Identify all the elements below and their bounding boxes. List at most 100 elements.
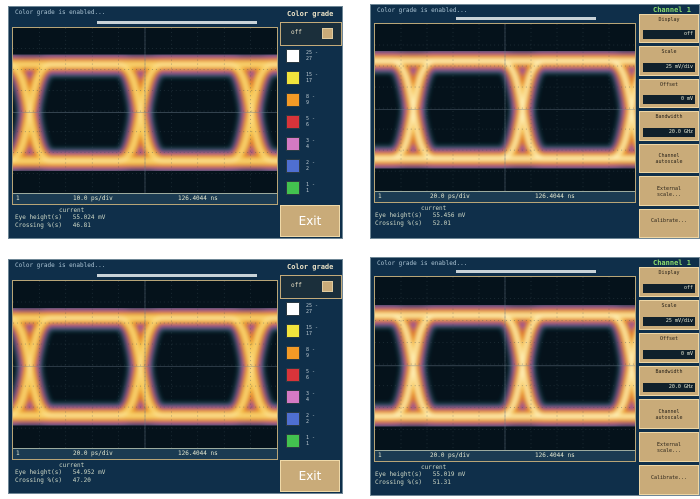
waveform-screen[interactable]: 1 20.0 ps/div 126.4044 ns bbox=[12, 280, 278, 460]
toggle-knob bbox=[322, 281, 333, 292]
status-bar bbox=[97, 274, 257, 277]
timebase-position: 126.4044 ns bbox=[178, 195, 218, 202]
channel-button-value: 0 mV bbox=[643, 95, 695, 105]
measurement-readout: Eye height(s) 55.456 mV Crossing %(s) 52… bbox=[375, 212, 466, 227]
eye-diagram bbox=[13, 281, 277, 450]
channel-button-label: Scale bbox=[661, 303, 677, 309]
channel-button[interactable]: Calibrate... bbox=[639, 208, 699, 238]
channel-button[interactable]: Bandwidth 20.0 GHz bbox=[639, 366, 699, 396]
channel-button[interactable]: Channel autoscale bbox=[639, 399, 699, 429]
exit-button[interactable]: Exit bbox=[280, 460, 340, 492]
channel-button-label: Calibrate... bbox=[650, 475, 688, 481]
channel-button-label: Display bbox=[658, 270, 680, 276]
colour-grade-title: Color grade bbox=[287, 263, 334, 271]
channel-button-label: Channel autoscale bbox=[655, 153, 683, 166]
channel-title: Channel 1 bbox=[653, 259, 691, 267]
channel-button[interactable]: External scale... bbox=[639, 176, 699, 206]
scope-panel-3: Color grade is enabled... 1 20.0 ps/div … bbox=[8, 259, 343, 494]
scope-panel-2: Color grade is enabled... 1 20.0 ps/div … bbox=[370, 4, 700, 239]
channel-button-label: Display bbox=[658, 17, 680, 23]
channel-button[interactable]: Display off bbox=[639, 14, 699, 44]
toggle-value: off bbox=[291, 282, 302, 289]
status-bar bbox=[456, 17, 596, 20]
channel-button[interactable]: Offset 0 mV bbox=[639, 78, 699, 109]
scope-panel-4: Color grade is enabled... 1 20.0 ps/div … bbox=[370, 257, 700, 496]
waveform-screen[interactable]: 1 20.0 ps/div 126.4044 ns bbox=[374, 276, 636, 462]
channel-button-label: Offset bbox=[659, 336, 679, 342]
readout-caption: current bbox=[421, 464, 447, 471]
channel-button[interactable]: External scale... bbox=[639, 432, 699, 462]
channel-button[interactable]: Scale 25 mV/div bbox=[639, 46, 699, 76]
channel-button[interactable]: Scale 25 mV/div bbox=[639, 300, 699, 330]
swatch-range-label: 25 - 27 bbox=[306, 303, 319, 315]
channel-button-label: External scale... bbox=[656, 442, 682, 454]
colour-swatch bbox=[286, 115, 300, 129]
marker-label: 1 bbox=[16, 195, 20, 202]
scope-panel-1: Color grade is enabled... 1 10.0 ps/div … bbox=[8, 6, 343, 239]
timebase-bar: 1 10.0 ps/div 126.4044 ns bbox=[13, 193, 277, 204]
channel-button-label: Bandwidth bbox=[655, 369, 683, 375]
status-message: Color grade is enabled... bbox=[15, 9, 106, 16]
waveform-screen[interactable]: 1 20.0 ps/div 126.4044 ns bbox=[374, 23, 636, 203]
status-message: Color grade is enabled... bbox=[377, 7, 468, 14]
timebase-scale: 10.0 ps/div bbox=[73, 195, 113, 202]
channel-button-value: 20.0 GHz bbox=[643, 383, 695, 392]
swatch-range-label: 3 - 4 bbox=[306, 138, 316, 150]
swatch-range-label: 5 - 6 bbox=[306, 369, 316, 381]
colour-grade-toggle[interactable]: off bbox=[280, 22, 342, 46]
swatch-range-label: 8 - 9 bbox=[306, 347, 316, 359]
waveform-screen[interactable]: 1 10.0 ps/div 126.4044 ns bbox=[12, 27, 278, 205]
colour-swatch bbox=[286, 137, 300, 151]
status-bar bbox=[97, 21, 257, 24]
colour-swatch bbox=[286, 368, 300, 382]
marker-label: 1 bbox=[378, 452, 382, 459]
status-message: Color grade is enabled... bbox=[377, 260, 468, 267]
swatch-range-label: 2 - 2 bbox=[306, 160, 316, 172]
colour-grade-toggle[interactable]: off bbox=[280, 275, 342, 299]
measurement-readout: Eye height(s) 55.024 mV Crossing %(s) 46… bbox=[15, 214, 106, 229]
readout-caption: current bbox=[421, 205, 447, 212]
colour-swatch bbox=[286, 324, 300, 338]
colour-swatch bbox=[286, 93, 300, 107]
measurement-readout: Eye height(s) 54.952 mV Crossing %(s) 47… bbox=[15, 469, 106, 484]
timebase-scale: 20.0 ps/div bbox=[430, 193, 470, 200]
timebase-position: 126.4044 ns bbox=[178, 450, 218, 457]
swatch-range-label: 3 - 4 bbox=[306, 391, 316, 403]
channel-button[interactable]: Channel autoscale bbox=[639, 143, 699, 174]
swatch-range-label: 5 - 6 bbox=[306, 116, 316, 128]
channel-button-label: Scale bbox=[661, 49, 677, 56]
colour-grade-title: Color grade bbox=[287, 10, 334, 18]
channel-button-label: External scale... bbox=[656, 185, 682, 198]
colour-swatch bbox=[286, 434, 300, 448]
timebase-bar: 1 20.0 ps/div 126.4044 ns bbox=[13, 448, 277, 459]
channel-button-label: Offset bbox=[659, 81, 679, 88]
channel-button-label: Bandwidth bbox=[655, 114, 683, 121]
channel-button[interactable]: Bandwidth 20.0 GHz bbox=[639, 111, 699, 141]
channel-button-value: 25 mV/div bbox=[643, 62, 695, 72]
marker-label: 1 bbox=[378, 193, 382, 200]
colour-swatch bbox=[286, 302, 300, 316]
exit-button[interactable]: Exit bbox=[280, 205, 340, 237]
colour-swatch bbox=[286, 412, 300, 426]
channel-button[interactable]: Display off bbox=[639, 267, 699, 297]
swatch-range-label: 15 - 17 bbox=[306, 325, 319, 337]
timebase-position: 126.4044 ns bbox=[535, 452, 575, 459]
channel-button-value: off bbox=[643, 284, 695, 293]
colour-swatch bbox=[286, 390, 300, 404]
channel-button[interactable]: Offset 0 mV bbox=[639, 333, 699, 363]
swatch-range-label: 1 - 1 bbox=[306, 435, 316, 447]
swatch-range-label: 25 - 27 bbox=[306, 50, 319, 62]
timebase-scale: 20.0 ps/div bbox=[430, 452, 470, 459]
timebase-bar: 1 20.0 ps/div 126.4044 ns bbox=[375, 191, 635, 202]
channel-button[interactable]: Calibrate... bbox=[639, 465, 699, 495]
marker-label: 1 bbox=[16, 450, 20, 457]
colour-swatch bbox=[286, 346, 300, 360]
toggle-value: off bbox=[291, 29, 302, 36]
eye-diagram bbox=[13, 28, 277, 195]
colour-swatch bbox=[286, 71, 300, 85]
timebase-position: 126.4044 ns bbox=[535, 193, 575, 200]
timebase-scale: 20.0 ps/div bbox=[73, 450, 113, 457]
channel-title: Channel 1 bbox=[653, 6, 691, 14]
toggle-knob bbox=[322, 28, 333, 39]
channel-button-value: 25 mV/div bbox=[643, 317, 695, 326]
